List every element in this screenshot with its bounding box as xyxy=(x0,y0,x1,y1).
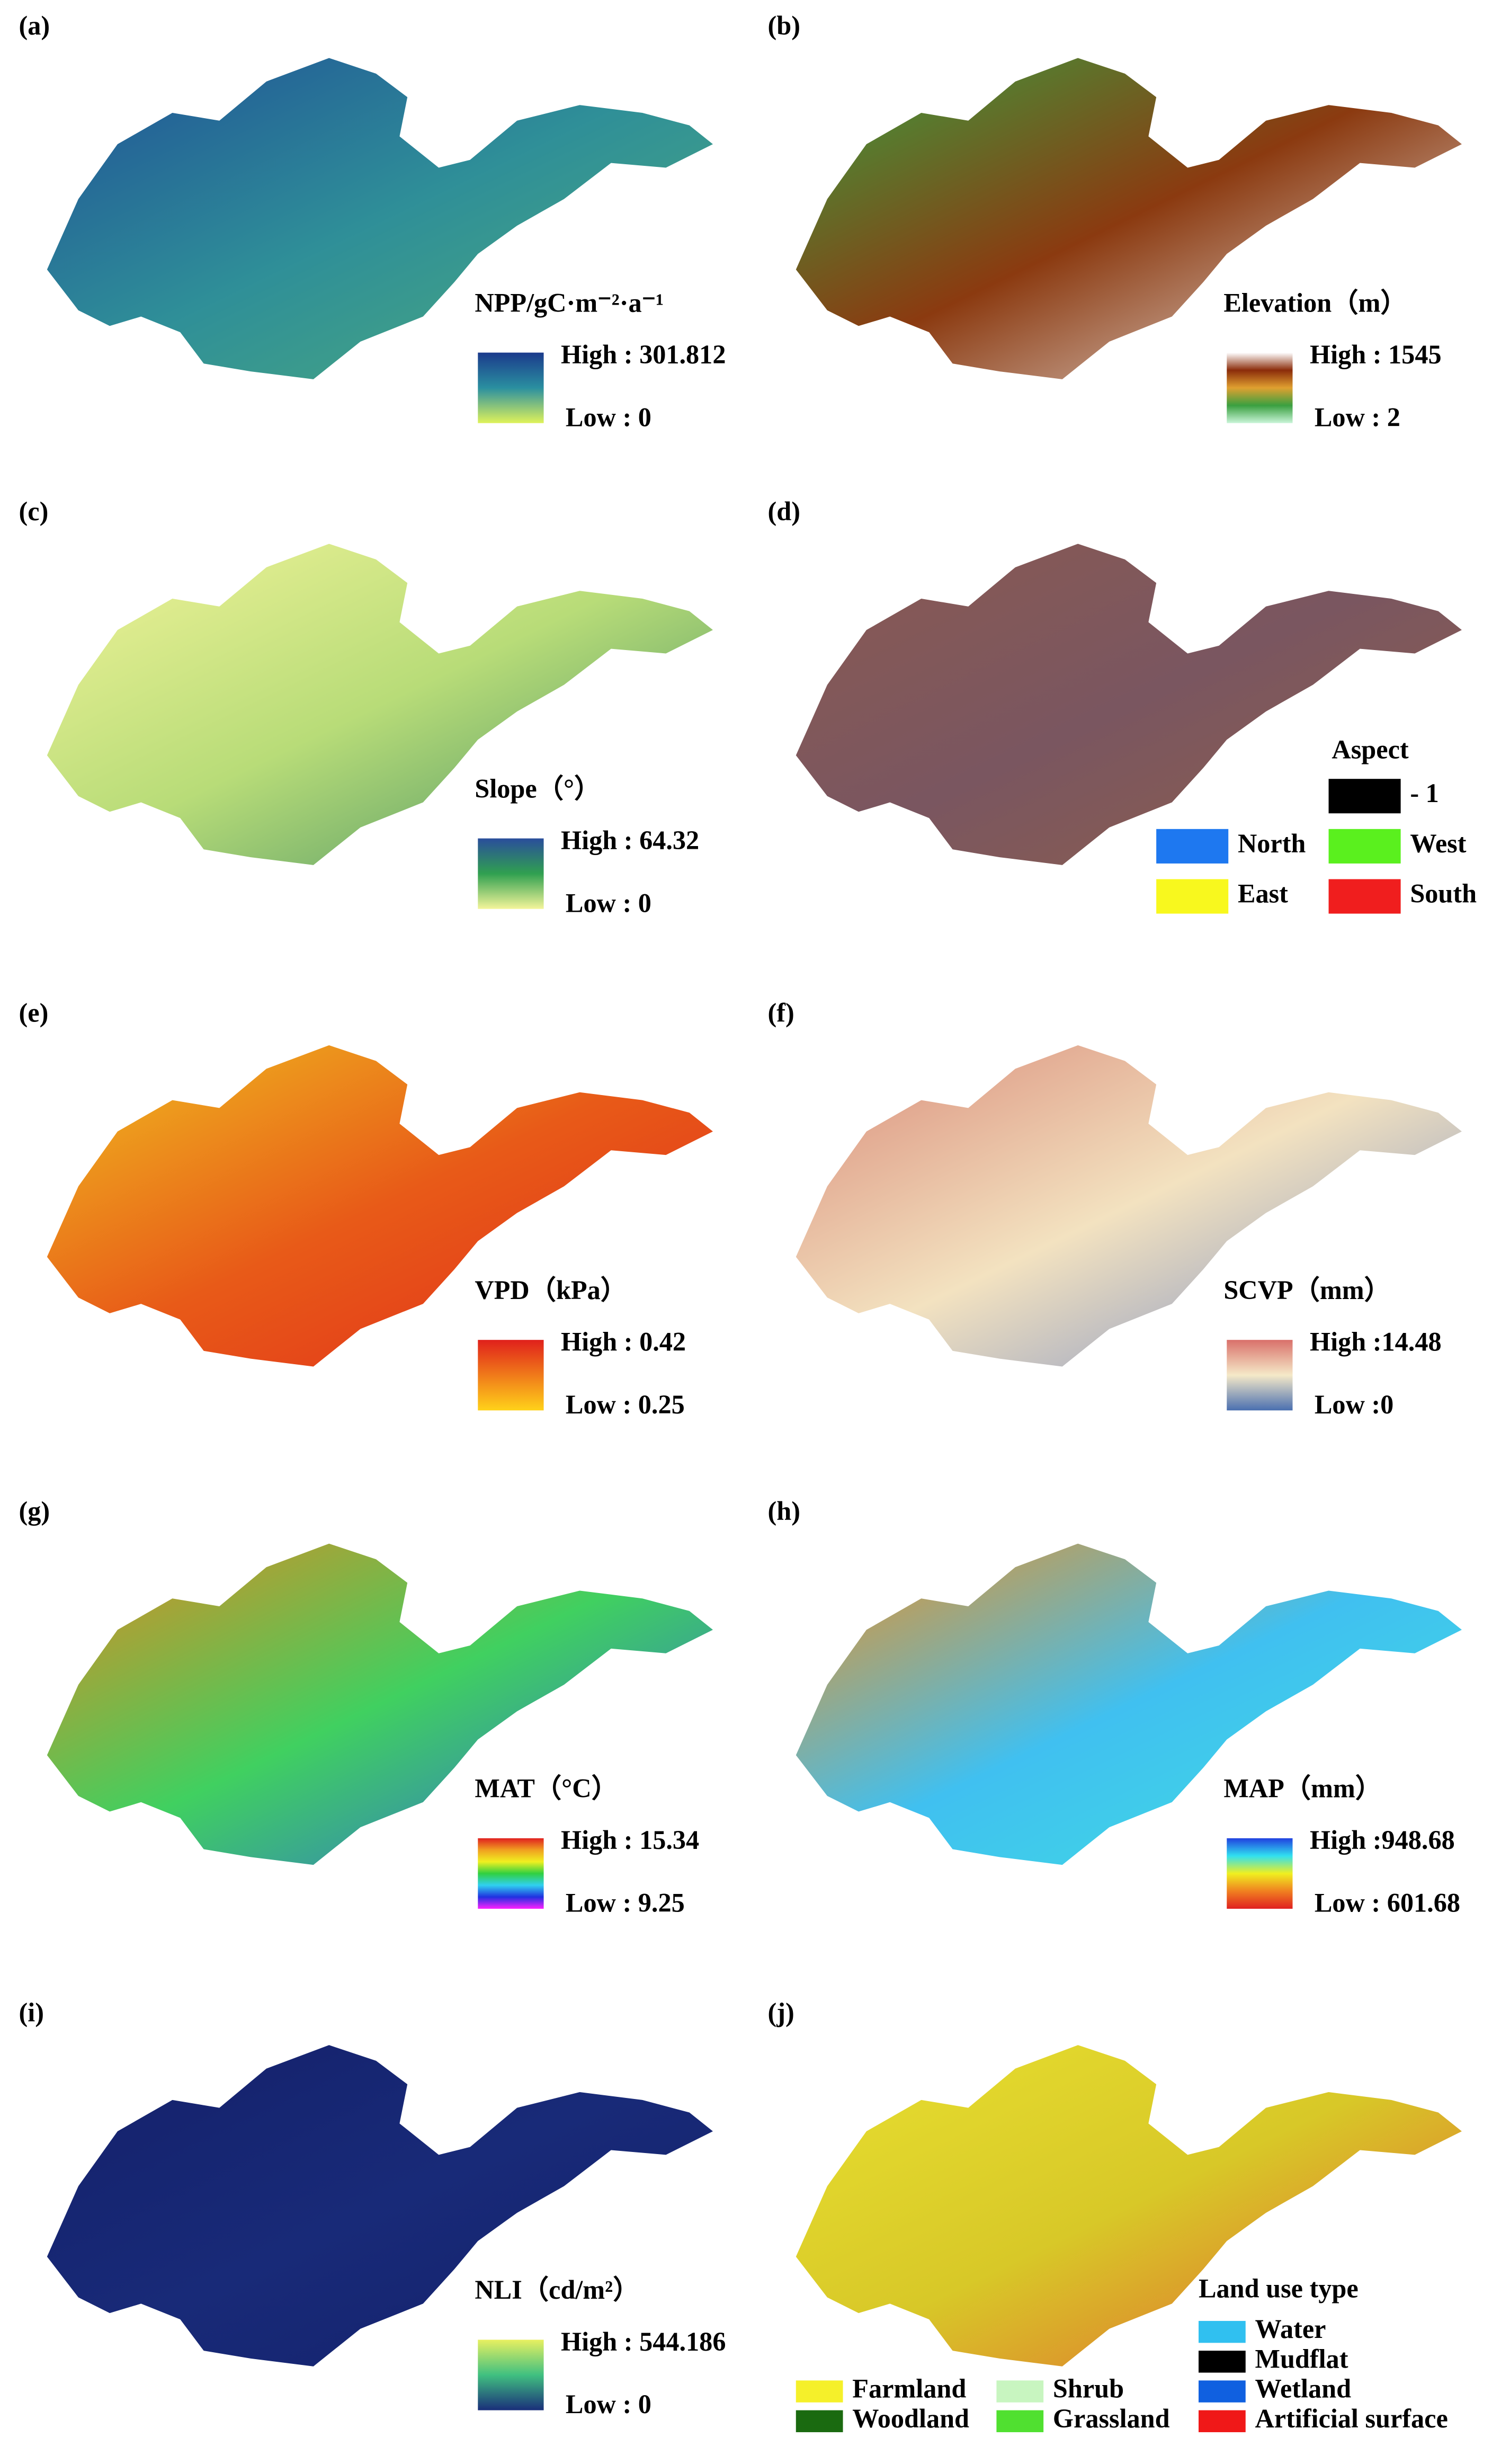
legend-ramp xyxy=(1227,1838,1293,1909)
legend-high: High : 64.32 xyxy=(561,825,699,855)
map xyxy=(47,2045,713,2367)
legend-high: High :14.48 xyxy=(1310,1327,1442,1357)
legend-ramp xyxy=(478,352,544,423)
legend-ramp xyxy=(478,1838,544,1909)
legend-low: Low :0 xyxy=(1315,1390,1393,1419)
legend-title: Elevation（m） xyxy=(1223,288,1407,317)
map xyxy=(796,1045,1462,1367)
legend-title: MAP（mm） xyxy=(1223,1774,1382,1803)
legend-title: MAT（°C） xyxy=(475,1774,618,1803)
legend-title: VPD（kPa） xyxy=(475,1275,627,1305)
legend-low: Low : 0 xyxy=(566,2389,651,2419)
legend-high: High : 15.34 xyxy=(561,1825,699,1855)
legend-label: North xyxy=(1238,829,1306,858)
legend-ramp xyxy=(1227,1340,1293,1411)
legend-label: Farmland xyxy=(852,2374,966,2404)
legend-low: Low : 9.25 xyxy=(566,1888,685,1918)
legend-label: Mudflat xyxy=(1255,2344,1348,2373)
panel-label: (j) xyxy=(768,1998,794,2027)
legend-high: High : 301.812 xyxy=(561,340,726,369)
legend-low: Low : 0 xyxy=(566,402,651,432)
panel-label: (c) xyxy=(19,496,49,526)
legend-title: NPP/gC·m⁻²·a⁻¹ xyxy=(475,288,664,317)
legend-label: Water xyxy=(1255,2314,1326,2344)
map xyxy=(796,58,1462,379)
legend-swatch xyxy=(996,2380,1044,2403)
legend-title: SCVP（mm） xyxy=(1223,1275,1391,1305)
panel-label: (g) xyxy=(19,1496,50,1526)
legend-swatch xyxy=(796,2410,843,2432)
legend-title: Land use type xyxy=(1199,2273,1359,2303)
legend-low: Low : 0.25 xyxy=(566,1390,685,1419)
panel-label: (d) xyxy=(768,496,800,526)
legend-label: Grassland xyxy=(1053,2404,1170,2433)
panel-label: (b) xyxy=(768,11,800,40)
map xyxy=(796,1543,1462,1865)
map xyxy=(47,58,713,379)
legend-swatch xyxy=(1199,2410,1246,2432)
legend-title: Aspect xyxy=(1332,734,1408,764)
map xyxy=(47,1543,713,1865)
legend-high: High :948.68 xyxy=(1310,1825,1455,1855)
legend-high: High : 1545 xyxy=(1310,340,1442,369)
panel-label: (f) xyxy=(768,998,794,1027)
legend-swatch xyxy=(1156,829,1229,864)
legend-label: South xyxy=(1410,879,1477,909)
legend-ramp xyxy=(1227,352,1293,423)
legend-high: High : 0.42 xyxy=(561,1327,686,1357)
panel-label: (a) xyxy=(19,11,50,40)
legend-swatch xyxy=(1156,879,1229,914)
legend-ramp xyxy=(478,838,544,909)
legend-ramp xyxy=(478,1340,544,1411)
panel-label: (i) xyxy=(19,1998,44,2027)
legend-label: East xyxy=(1238,879,1288,909)
legend-swatch xyxy=(1199,2351,1246,2373)
panel-label: (e) xyxy=(19,998,49,1027)
legend-label: Shrub xyxy=(1053,2374,1124,2404)
legend-title: Slope（°） xyxy=(475,773,601,803)
legend-ramp xyxy=(478,2340,544,2410)
legend-high: High : 544.186 xyxy=(561,2327,726,2356)
legend-swatch xyxy=(1199,2320,1246,2343)
legend-swatch xyxy=(1328,829,1401,864)
legend-swatch xyxy=(996,2410,1044,2432)
legend-label: - 1 xyxy=(1410,778,1439,808)
legend-title: NLI（cd/m²） xyxy=(475,2275,639,2305)
legend-label: West xyxy=(1410,829,1466,858)
legend-label: Artificial surface xyxy=(1255,2404,1448,2433)
legend-low: Low : 0 xyxy=(566,888,651,918)
map xyxy=(47,1045,713,1367)
legend-swatch xyxy=(796,2380,843,2403)
legend-low: Low : 2 xyxy=(1315,402,1400,432)
map xyxy=(796,544,1462,865)
map xyxy=(796,2045,1462,2367)
legend-label: Woodland xyxy=(852,2404,969,2433)
legend-swatch xyxy=(1328,879,1401,914)
map xyxy=(47,544,713,865)
legend-low: Low : 601.68 xyxy=(1315,1888,1460,1918)
legend-swatch xyxy=(1199,2380,1246,2403)
legend-label: Wetland xyxy=(1255,2374,1352,2404)
panel-label: (h) xyxy=(768,1496,800,1526)
legend-swatch xyxy=(1328,779,1401,814)
